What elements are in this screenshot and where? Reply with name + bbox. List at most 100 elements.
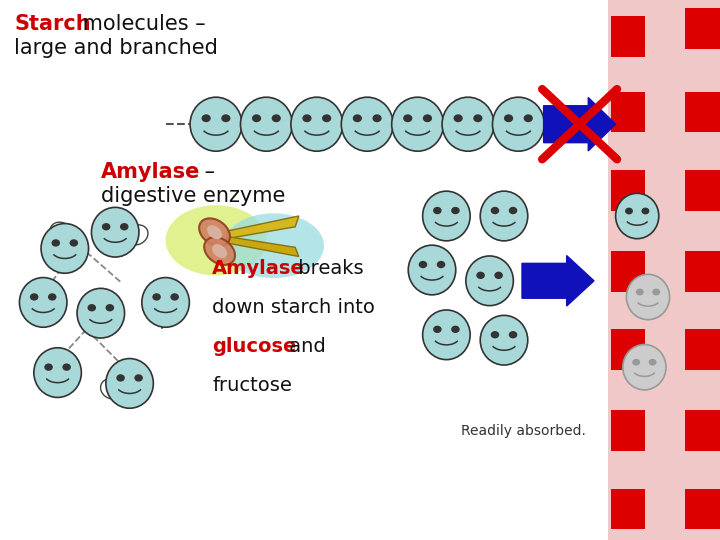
Ellipse shape bbox=[71, 240, 77, 246]
Ellipse shape bbox=[77, 288, 125, 338]
Ellipse shape bbox=[222, 115, 230, 122]
Ellipse shape bbox=[142, 278, 189, 327]
Ellipse shape bbox=[466, 256, 513, 306]
Text: Amylase: Amylase bbox=[212, 259, 305, 278]
Ellipse shape bbox=[291, 97, 343, 151]
Text: fructose: fructose bbox=[212, 376, 292, 395]
Text: molecules –: molecules – bbox=[76, 14, 205, 33]
Ellipse shape bbox=[653, 289, 660, 295]
Ellipse shape bbox=[103, 224, 109, 230]
Ellipse shape bbox=[207, 225, 222, 239]
Ellipse shape bbox=[253, 115, 261, 122]
Ellipse shape bbox=[420, 261, 426, 267]
Bar bbox=[685, 170, 720, 211]
Ellipse shape bbox=[166, 205, 266, 275]
Ellipse shape bbox=[626, 208, 632, 214]
Bar bbox=[611, 489, 645, 529]
Ellipse shape bbox=[45, 364, 52, 370]
Ellipse shape bbox=[63, 364, 70, 370]
Bar bbox=[685, 410, 720, 451]
Bar bbox=[685, 92, 720, 132]
Ellipse shape bbox=[616, 193, 659, 239]
Ellipse shape bbox=[423, 191, 470, 241]
Ellipse shape bbox=[89, 305, 95, 310]
Ellipse shape bbox=[117, 375, 124, 381]
Ellipse shape bbox=[392, 97, 444, 151]
Bar bbox=[685, 251, 720, 292]
Bar bbox=[611, 16, 645, 57]
Ellipse shape bbox=[107, 305, 113, 310]
Ellipse shape bbox=[408, 245, 456, 295]
Text: glucose: glucose bbox=[212, 337, 297, 356]
Ellipse shape bbox=[642, 208, 649, 214]
Ellipse shape bbox=[240, 97, 292, 151]
Text: Amylase: Amylase bbox=[101, 162, 200, 182]
Ellipse shape bbox=[492, 207, 498, 213]
Ellipse shape bbox=[404, 115, 412, 122]
Bar bbox=[608, 0, 720, 540]
Ellipse shape bbox=[199, 218, 230, 246]
Ellipse shape bbox=[212, 244, 227, 258]
Text: Starch: Starch bbox=[14, 14, 91, 33]
Ellipse shape bbox=[31, 294, 37, 300]
Ellipse shape bbox=[354, 115, 361, 122]
Ellipse shape bbox=[135, 375, 142, 381]
Bar bbox=[685, 8, 720, 49]
Ellipse shape bbox=[623, 345, 666, 390]
Ellipse shape bbox=[121, 224, 127, 230]
Ellipse shape bbox=[41, 224, 89, 273]
Bar bbox=[685, 329, 720, 370]
Ellipse shape bbox=[636, 289, 643, 295]
Ellipse shape bbox=[510, 207, 516, 213]
Ellipse shape bbox=[495, 272, 502, 278]
Ellipse shape bbox=[454, 115, 462, 122]
Polygon shape bbox=[227, 237, 299, 256]
Ellipse shape bbox=[34, 348, 81, 397]
Ellipse shape bbox=[480, 315, 528, 365]
Ellipse shape bbox=[480, 191, 528, 241]
Polygon shape bbox=[227, 216, 299, 239]
Ellipse shape bbox=[434, 207, 441, 213]
Text: and: and bbox=[283, 337, 325, 356]
Ellipse shape bbox=[223, 213, 324, 278]
Ellipse shape bbox=[474, 115, 482, 122]
Ellipse shape bbox=[434, 326, 441, 332]
Ellipse shape bbox=[452, 326, 459, 332]
Bar bbox=[611, 329, 645, 370]
Ellipse shape bbox=[272, 115, 280, 122]
Ellipse shape bbox=[202, 115, 210, 122]
Text: –: – bbox=[198, 162, 215, 182]
Ellipse shape bbox=[19, 278, 67, 327]
Ellipse shape bbox=[492, 97, 544, 151]
Ellipse shape bbox=[373, 115, 381, 122]
Ellipse shape bbox=[106, 359, 153, 408]
Bar bbox=[611, 170, 645, 211]
Ellipse shape bbox=[492, 332, 498, 338]
Ellipse shape bbox=[442, 97, 494, 151]
Ellipse shape bbox=[423, 310, 470, 360]
Text: down starch into: down starch into bbox=[212, 298, 375, 317]
Ellipse shape bbox=[303, 115, 311, 122]
Ellipse shape bbox=[477, 272, 484, 278]
Ellipse shape bbox=[204, 237, 235, 265]
Polygon shape bbox=[522, 255, 594, 306]
Ellipse shape bbox=[341, 97, 393, 151]
Ellipse shape bbox=[53, 240, 59, 246]
Text: breaks: breaks bbox=[292, 259, 363, 278]
Ellipse shape bbox=[91, 207, 139, 257]
Ellipse shape bbox=[153, 294, 160, 300]
Ellipse shape bbox=[423, 115, 431, 122]
Ellipse shape bbox=[452, 207, 459, 213]
Text: large and branched: large and branched bbox=[14, 38, 218, 58]
Ellipse shape bbox=[633, 360, 639, 365]
Ellipse shape bbox=[49, 294, 55, 300]
Text: digestive enzyme: digestive enzyme bbox=[101, 186, 285, 206]
Bar bbox=[685, 489, 720, 529]
Ellipse shape bbox=[171, 294, 178, 300]
Ellipse shape bbox=[649, 360, 656, 365]
Ellipse shape bbox=[524, 115, 532, 122]
Text: Readily absorbed.: Readily absorbed. bbox=[461, 424, 585, 438]
Bar bbox=[611, 92, 645, 132]
Ellipse shape bbox=[626, 274, 670, 320]
Bar bbox=[611, 251, 645, 292]
